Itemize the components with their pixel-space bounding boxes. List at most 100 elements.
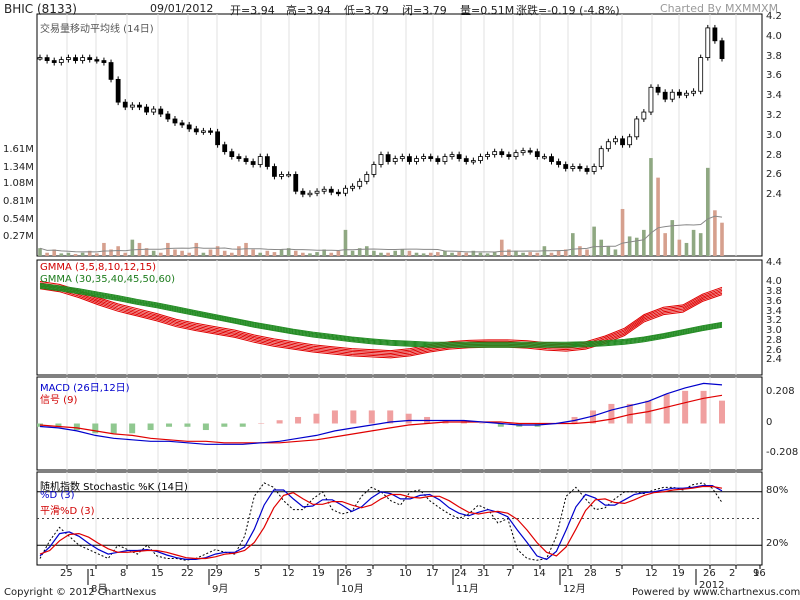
candle-body	[122, 101, 128, 108]
symbol-title: BHIC (8133)	[4, 2, 77, 16]
gmma-short-line	[39, 282, 723, 353]
gmma-tick-label: 3.4	[766, 305, 782, 317]
volume-bar	[436, 252, 440, 256]
volume-bar	[521, 252, 525, 256]
candle-body	[492, 151, 498, 156]
powered-by-text: Powered by www.chartnexus.com	[632, 587, 800, 598]
x-tick-label: 19	[672, 568, 685, 579]
candle-body	[73, 57, 78, 61]
x-tick-label: 17	[426, 568, 439, 579]
candle-body	[87, 57, 93, 60]
volume-bar	[336, 250, 341, 256]
x-tick-label: 21	[561, 568, 574, 579]
stoch-d-line	[39, 485, 723, 561]
candle-body	[613, 138, 618, 143]
price-tick-label: 2.6	[766, 169, 782, 181]
gmma-tick-label: 2.8	[766, 334, 782, 346]
gmma-short-line	[39, 288, 723, 359]
signal-line	[39, 394, 723, 444]
volume-bar	[38, 248, 42, 256]
candle-body	[215, 131, 221, 146]
volume-bar	[443, 250, 447, 256]
price-tick-label: 3.6	[766, 70, 782, 82]
candle-body	[449, 154, 455, 157]
candle-body	[158, 108, 164, 115]
volume-bar	[585, 249, 589, 256]
candle-body	[44, 57, 50, 61]
date-value: 09/01/2012	[150, 2, 214, 15]
candle-body	[556, 161, 562, 165]
candle-body	[264, 156, 270, 167]
candle-body	[513, 152, 519, 157]
volume-bar	[265, 250, 270, 256]
volume-bar	[386, 252, 390, 256]
price-tick-label: 2.4	[766, 189, 782, 201]
candle-body	[527, 150, 533, 153]
close-value: 闭=3.79	[402, 4, 447, 17]
gmma-short-line	[39, 281, 723, 352]
macd-histogram-bar	[258, 423, 265, 424]
macd-histogram-bar	[479, 423, 486, 424]
volume-bar	[52, 249, 57, 256]
volume-bar	[322, 249, 326, 256]
candle-body	[222, 144, 228, 153]
volume-bar	[428, 252, 433, 256]
volume-bar	[592, 226, 596, 256]
candle-body	[208, 130, 213, 133]
low-value: 低=3.79	[344, 4, 389, 17]
gmma-panel-frame	[36, 259, 763, 376]
macd-histogram-bar	[387, 410, 394, 424]
candle-body	[570, 166, 576, 169]
macd-histogram-bar	[682, 390, 689, 424]
volume-bar	[272, 252, 277, 256]
candle-body	[506, 154, 512, 157]
change-value: 涨跌=-0.19 (-4.8%)	[516, 4, 620, 17]
candle-body	[691, 90, 696, 94]
x-tick-label: 3	[366, 568, 373, 579]
month-label: 12月	[563, 584, 586, 595]
candle-body	[392, 158, 398, 162]
volume-bar	[293, 250, 298, 256]
volume-bar	[634, 237, 639, 256]
price-tick-label: 3.0	[766, 129, 782, 141]
x-tick-label: 10	[399, 568, 412, 579]
volume-bar	[372, 250, 376, 256]
candle-body	[463, 158, 469, 162]
volume-bar	[492, 252, 497, 256]
candle-body	[328, 188, 334, 193]
candle-body	[627, 136, 633, 146]
x-tick-label: 29	[210, 568, 223, 579]
gmma-long-line	[39, 284, 723, 345]
gmma-tick-label: 3.8	[766, 286, 782, 298]
candle-body	[719, 40, 725, 59]
candle-body	[94, 59, 100, 62]
candle-body	[286, 174, 292, 177]
volume-bar	[663, 233, 667, 256]
candle-body	[293, 174, 299, 192]
candle-body	[186, 124, 192, 130]
macd-tick-label: 0.208	[766, 385, 795, 397]
volume-bar	[471, 250, 476, 256]
x-tick-label: 8	[120, 568, 127, 579]
candle-body	[584, 168, 590, 172]
candle-body	[662, 91, 668, 100]
macd-histogram-bar	[295, 416, 302, 424]
macd-histogram-bar	[129, 423, 136, 434]
volume-bar	[606, 246, 611, 256]
volume-bar	[80, 252, 85, 256]
x-tick-label: 28	[584, 568, 597, 579]
candle-body	[705, 27, 711, 59]
volume-bar	[73, 254, 78, 256]
volume-bar	[350, 250, 355, 256]
macd-histogram-bar	[331, 410, 338, 424]
macd-histogram-bar	[719, 400, 725, 424]
chart-credit: Charted By MXMMXM	[660, 2, 779, 15]
candle-body	[591, 166, 597, 172]
volume-bar	[151, 250, 156, 256]
macd-histogram-bar	[73, 423, 80, 431]
candle-body	[655, 86, 661, 93]
candle-body	[321, 188, 327, 192]
volume-bar	[507, 249, 511, 256]
macd-histogram-bar	[589, 410, 596, 424]
macd-histogram-bar	[626, 403, 633, 424]
